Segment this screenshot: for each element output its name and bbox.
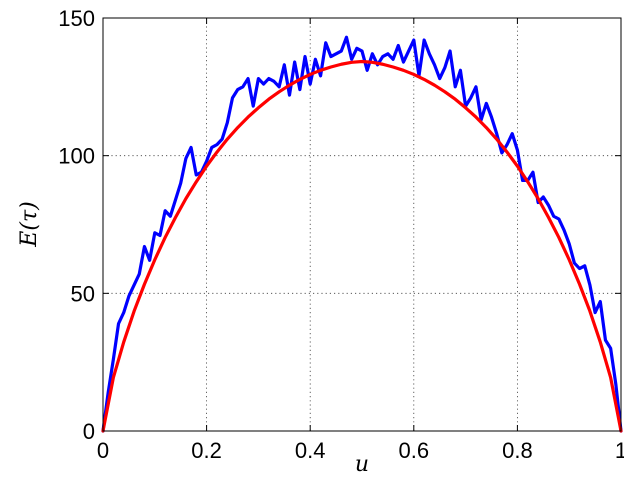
series-line-smooth (103, 62, 621, 432)
series-layer (103, 37, 621, 431)
x-tick-label: 0.8 (502, 438, 533, 463)
x-tick-label: 1 (615, 438, 624, 463)
y-axis-label: E(τ) (17, 201, 42, 247)
x-tick-label: 0 (97, 438, 109, 463)
x-tick-label: 0.4 (295, 438, 326, 463)
y-tick-label: 100 (58, 144, 95, 169)
ticks (103, 18, 621, 431)
y-tick-label: 50 (71, 281, 95, 306)
x-axis-label: u (355, 452, 369, 477)
grid (103, 18, 621, 431)
series-line-noisy (103, 37, 621, 431)
series-noisy (103, 37, 621, 431)
tick-labels: 0 0.2 0.4 0.6 0.8 1 0 50 100 150 (58, 6, 624, 463)
x-tick-label: 0.2 (191, 438, 222, 463)
y-tick-label: 150 (58, 6, 95, 31)
series-smooth (103, 61, 621, 431)
x-tick-label: 0.6 (399, 438, 430, 463)
y-tick-label: 0 (83, 419, 95, 444)
plot-frame (103, 18, 621, 431)
